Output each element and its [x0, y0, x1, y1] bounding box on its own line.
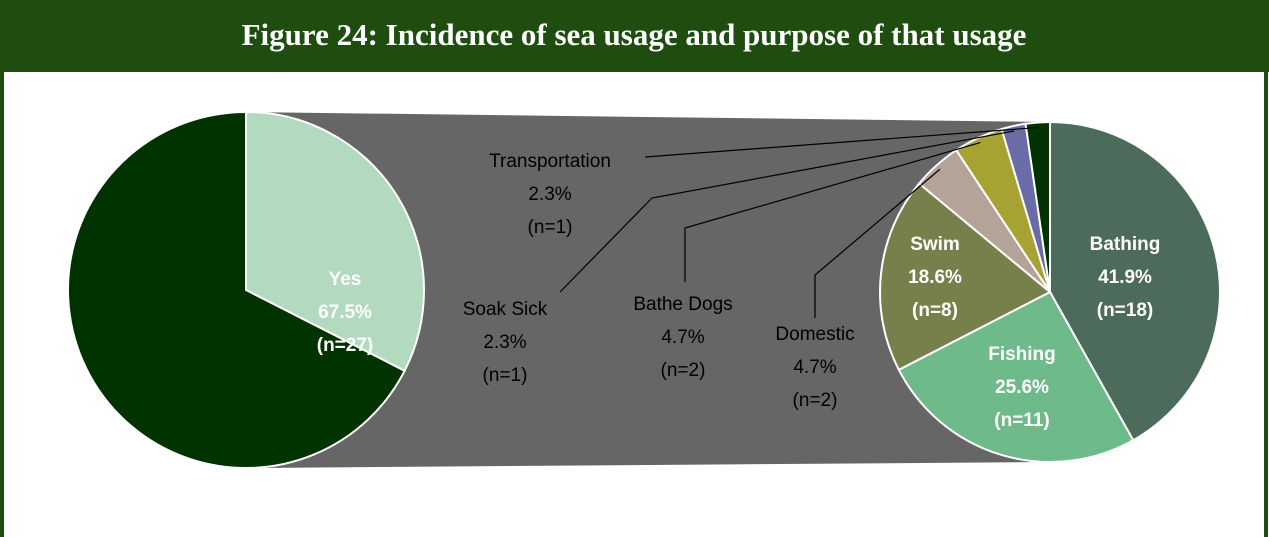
pie-slice [67, 110, 406, 469]
slice-n-label: (n=1) [483, 365, 528, 386]
slice-value-label: 2.3% [483, 332, 526, 353]
slice-n-label: (n=1) [528, 217, 573, 238]
connector [246, 112, 1050, 468]
chart-title: Figure 24: Incidence of sea usage and pu… [242, 17, 1027, 52]
pie-slice [1049, 120, 1221, 442]
slice-category: Bathing [1090, 234, 1161, 255]
pie-slice [897, 290, 1135, 463]
slice-category: Fishing [988, 344, 1056, 365]
slice-n-label: (n=18) [1097, 300, 1154, 321]
pie-slice [879, 182, 1052, 372]
slice-category: Bathe Dogs [633, 294, 732, 315]
leader-line [559, 130, 1015, 293]
leader-line [684, 141, 981, 282]
pie-slice [1024, 120, 1051, 293]
slice-n-label: (n=8) [912, 300, 958, 321]
slice-n-label: (n=2) [661, 360, 706, 381]
slice-category: Yes [329, 269, 362, 290]
slice-category: Soak Sick [463, 299, 548, 320]
slice-value-label: 2.3% [528, 184, 571, 205]
slice-category: Domestic [775, 324, 854, 345]
slice-value-label: 18.6% [908, 267, 962, 288]
slice-n-label: (n=11) [994, 410, 1049, 431]
title-bar [0, 0, 1269, 72]
slice-category: Transportation [489, 151, 611, 172]
slice-n-label: (n=27) [317, 335, 374, 356]
slice-n-label: (n=2) [793, 390, 838, 411]
slice-value-label: 4.7% [793, 357, 836, 378]
slice-value-label: 25.6% [995, 377, 1049, 398]
pie-slice [245, 110, 425, 373]
slice-value-label: 67.5% [318, 302, 372, 323]
slice-value-label: 41.9% [1098, 267, 1152, 288]
slice-category: Swim [910, 234, 960, 255]
leader-line [814, 168, 941, 318]
leader-line [644, 126, 1039, 158]
slice-value-label: 4.7% [661, 327, 704, 348]
